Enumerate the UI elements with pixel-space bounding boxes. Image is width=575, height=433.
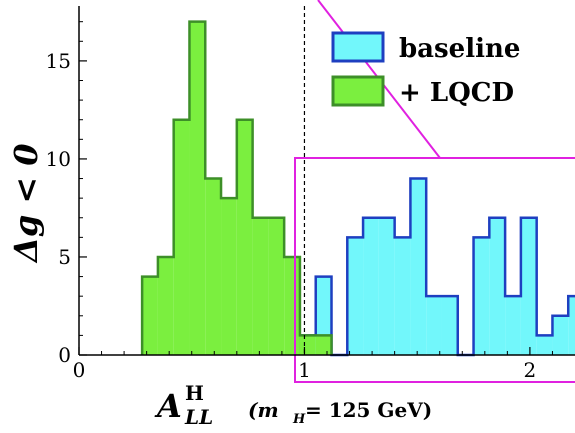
x-label-subscript: LL bbox=[184, 405, 213, 429]
bar-baseline-16 bbox=[552, 315, 569, 355]
legend-swatch-baseline bbox=[331, 31, 385, 63]
bar-baseline-3 bbox=[347, 237, 364, 355]
y-tick-label-10: 10 bbox=[46, 147, 71, 171]
x-label-note-rest: = 125 GeV) bbox=[305, 398, 432, 422]
legend-swatch-lqcd bbox=[331, 75, 385, 107]
legend-label-baseline: baseline bbox=[399, 34, 520, 64]
x-tick-label-0: 0 bbox=[73, 358, 86, 382]
bar-lqcd-0 bbox=[142, 276, 158, 355]
bars-layer bbox=[140, 20, 575, 357]
bar-lqcd-1 bbox=[157, 256, 174, 355]
x-axis-label: A H LL (m H = 125 GeV) bbox=[154, 381, 432, 429]
bar-lqcd-4 bbox=[205, 178, 222, 355]
bar-baseline-11 bbox=[473, 237, 490, 355]
bar-lqcd-7 bbox=[252, 217, 269, 355]
bar-baseline-6 bbox=[394, 237, 411, 355]
x-label-main: A bbox=[154, 387, 182, 425]
y-axis-label: Δg < 0 bbox=[7, 143, 45, 264]
bar-baseline-14 bbox=[520, 217, 537, 355]
bar-lqcd-3 bbox=[189, 21, 206, 355]
x-tick-label-1: 1 bbox=[298, 358, 311, 382]
bar-baseline-15 bbox=[536, 335, 553, 355]
bar-lqcd-6 bbox=[236, 119, 253, 355]
zoom-box bbox=[294, 157, 575, 383]
legend: baseline + LQCD bbox=[331, 31, 520, 108]
bar-lqcd-5 bbox=[221, 198, 237, 355]
legend-label-lqcd: + LQCD bbox=[399, 78, 514, 108]
bar-baseline-13 bbox=[505, 296, 521, 355]
bar-baseline-9 bbox=[441, 296, 458, 355]
bar-lqcd-10 bbox=[299, 335, 316, 355]
x-label-note-sub: H bbox=[292, 412, 306, 427]
y-tick-label-15: 15 bbox=[46, 49, 71, 73]
bar-lqcd-9 bbox=[284, 256, 300, 355]
bar-baseline-17 bbox=[568, 296, 575, 355]
ticks-layer: 0 5 10 15 0 1 2 bbox=[46, 21, 553, 382]
x-label-superscript: H bbox=[185, 381, 204, 405]
series-outline-lqcd bbox=[140, 20, 333, 355]
x-label-note: (m bbox=[248, 398, 279, 422]
bar-lqcd-2 bbox=[173, 119, 190, 355]
bar-baseline-8 bbox=[426, 296, 442, 355]
bar-baseline-12 bbox=[489, 217, 506, 355]
bar-lqcd-11 bbox=[315, 335, 332, 355]
x-tick-label-2: 2 bbox=[524, 358, 537, 382]
bar-lqcd-8 bbox=[268, 217, 285, 355]
bar-baseline-7 bbox=[410, 178, 427, 355]
bar-baseline-4 bbox=[363, 217, 379, 355]
bar-baseline-5 bbox=[378, 217, 395, 355]
y-tick-label-0: 0 bbox=[58, 343, 71, 367]
y-tick-label-5: 5 bbox=[58, 245, 71, 269]
